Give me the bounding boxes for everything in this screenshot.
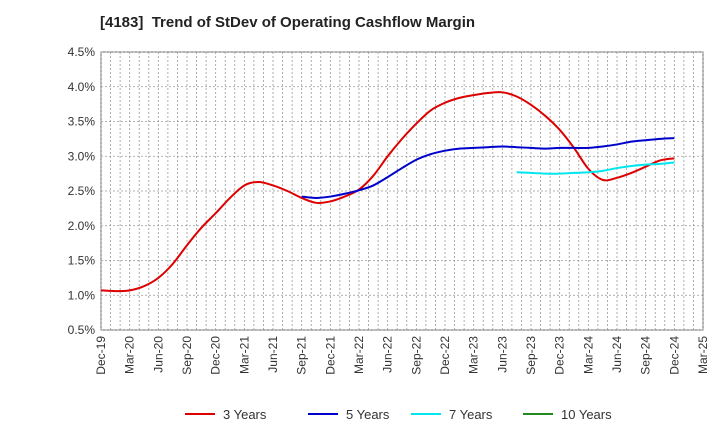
x-tick-label: Mar-21 — [237, 336, 251, 374]
x-tick-label: Dec-20 — [209, 336, 223, 375]
legend-label: 7 Years — [449, 407, 493, 422]
y-tick-label: 2.5% — [68, 184, 96, 198]
y-tick-label: 2.0% — [68, 219, 96, 233]
x-tick-label: Jun-23 — [495, 336, 509, 373]
x-tick-label: Dec-23 — [553, 336, 567, 375]
x-tick-label: Mar-23 — [467, 336, 481, 374]
series-layer — [100, 91, 675, 293]
x-tick-label: Jun-21 — [266, 336, 280, 373]
x-tick-label: Dec-24 — [667, 336, 681, 375]
x-tick-label: Sep-20 — [180, 336, 194, 375]
x-tick-label: Dec-22 — [438, 336, 452, 375]
y-tick-label: 4.5% — [68, 45, 96, 59]
y-tick-label: 3.5% — [68, 115, 96, 129]
x-tick-label: Sep-24 — [639, 336, 653, 375]
grid-layer — [100, 51, 704, 331]
y-tick-label: 1.5% — [68, 254, 96, 268]
x-tick-label: Mar-25 — [696, 336, 710, 374]
x-tick-label: Mar-22 — [352, 336, 366, 374]
legend-label: 10 Years — [561, 407, 612, 422]
y-tick-label: 3.0% — [68, 149, 96, 163]
x-tick-label: Sep-22 — [409, 336, 423, 375]
y-tick-label: 1.0% — [68, 288, 96, 302]
series-line-3-years — [100, 91, 675, 293]
x-tick-label: Dec-21 — [323, 336, 337, 375]
legend-label: 3 Years — [223, 407, 267, 422]
x-tick-label: Jun-22 — [381, 336, 395, 373]
series-line-5-years — [301, 137, 675, 199]
y-tick-label: 4.0% — [68, 80, 96, 94]
axis-layer: 0.5% 1.0% 1.5% 2.0% 2.5% 3.0% 3.5% 4.0% 4.5% Dec-… — [68, 45, 710, 375]
x-tick-label: Jun-20 — [151, 336, 165, 373]
chart-title: [4183] Trend of StDev of Operating Cashf… — [100, 14, 476, 31]
x-tick-label: Mar-24 — [581, 336, 595, 374]
x-tick-label: Mar-20 — [123, 336, 137, 374]
x-tick-label: Sep-23 — [524, 336, 538, 375]
legend-label: 5 Years — [346, 407, 390, 422]
series-line-7-years — [516, 161, 675, 175]
x-tick-label: Jun-24 — [610, 336, 624, 373]
x-tick-label: Dec-19 — [94, 336, 108, 375]
x-tick-label: Sep-21 — [295, 336, 309, 375]
y-tick-label: 0.5% — [68, 323, 96, 337]
legend: 3 Years 5 Years 7 Years 10 Years — [185, 407, 612, 422]
